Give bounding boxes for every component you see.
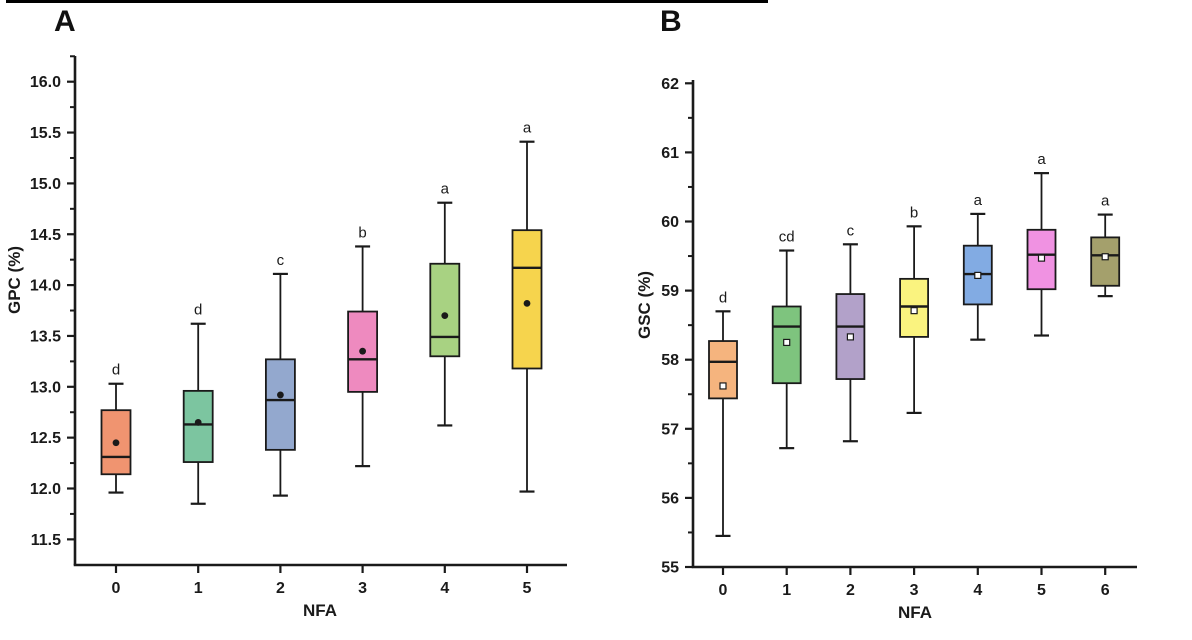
significance-letter: b bbox=[358, 224, 366, 241]
significance-letter: a bbox=[523, 120, 532, 137]
x-tick-label: 3 bbox=[358, 580, 367, 597]
mean-marker-square-icon bbox=[974, 271, 982, 279]
y-tick-label: 56 bbox=[661, 490, 679, 507]
y-tick-label: 11.5 bbox=[31, 532, 61, 549]
box-rect bbox=[511, 229, 543, 370]
figure-top-border bbox=[6, 0, 768, 3]
y-tick-label: 61 bbox=[661, 145, 679, 162]
y-tick-label: 15.5 bbox=[30, 125, 61, 142]
y-tick-label: 62 bbox=[661, 76, 679, 93]
significance-letter: d bbox=[112, 362, 120, 379]
y-axis-title: GPC (%) bbox=[5, 246, 24, 314]
significance-letter: cd bbox=[779, 229, 795, 246]
mean-marker-circle-icon bbox=[441, 312, 449, 320]
significance-letter: a bbox=[974, 192, 983, 209]
mean-marker-circle-icon bbox=[359, 347, 366, 355]
y-tick-label: 55 bbox=[661, 560, 679, 577]
significance-letter: b bbox=[910, 204, 918, 221]
y-tick-label: 59 bbox=[661, 283, 679, 300]
x-tick-label: 5 bbox=[1037, 582, 1046, 599]
x-tick-label: 3 bbox=[910, 582, 919, 599]
y-tick-label: 14.5 bbox=[30, 227, 61, 244]
x-tick-label: 4 bbox=[973, 582, 982, 599]
y-tick-label: 58 bbox=[661, 352, 679, 369]
y-tick-label: 60 bbox=[661, 214, 679, 231]
significance-letter: c bbox=[847, 222, 855, 239]
y-tick-label: 12.5 bbox=[30, 430, 61, 447]
mean-marker-circle-icon bbox=[523, 300, 531, 307]
significance-letter: c bbox=[277, 252, 285, 269]
box-rect bbox=[264, 358, 296, 451]
y-tick-label: 13.5 bbox=[30, 328, 61, 345]
y-tick-label: 16.0 bbox=[30, 74, 61, 91]
significance-letter: a bbox=[441, 181, 450, 198]
x-tick-label: 0 bbox=[112, 580, 121, 597]
box-rect bbox=[182, 389, 214, 463]
x-tick-label: 6 bbox=[1101, 582, 1110, 599]
box-rect bbox=[1090, 236, 1121, 287]
panel-b-letter: B bbox=[660, 5, 682, 38]
panel-a: A 11.5 12.0 12.5 13.0 13.5 14.0 14.5 15.0 15.5 16… bbox=[5, 5, 567, 620]
x-tick-label: 4 bbox=[440, 580, 449, 597]
significance-letter: a bbox=[1037, 151, 1046, 168]
x-tick-label: 2 bbox=[846, 582, 855, 599]
y-axis-title: GSC (%) bbox=[635, 271, 654, 339]
y-tick-label: 14.0 bbox=[30, 278, 61, 295]
x-axis-title: NFA bbox=[303, 601, 337, 620]
x-tick-label: 1 bbox=[782, 582, 791, 599]
panel-b: B 55 56 57 58 59 60 61 62 0 1 2 3 4 5 6 GSC (%) NFA d cd c b… bbox=[596, 0, 1192, 640]
mean-marker-circle-icon bbox=[112, 439, 120, 447]
mean-marker-square-icon bbox=[719, 382, 727, 390]
x-tick-label: 0 bbox=[719, 582, 728, 599]
box-rect bbox=[708, 340, 738, 400]
significance-letter: d bbox=[194, 302, 202, 319]
mean-marker-square-icon bbox=[910, 307, 918, 315]
mean-marker-square-icon bbox=[1101, 253, 1109, 261]
y-tick-label: 13.0 bbox=[30, 379, 61, 396]
panel-a-letter: A bbox=[54, 5, 76, 38]
x-tick-label: 2 bbox=[276, 580, 285, 597]
mean-marker-square-icon bbox=[783, 338, 791, 347]
mean-marker-square-icon bbox=[846, 333, 854, 341]
panel-a-plot: 11.5 12.0 12.5 13.0 13.5 14.0 14.5 15.0 15.5 16.0… bbox=[5, 55, 567, 620]
significance-letter: d bbox=[719, 289, 727, 306]
mean-marker-circle-icon bbox=[194, 418, 202, 426]
y-tick-label: 15.0 bbox=[30, 176, 61, 193]
x-axis-title: NFA bbox=[898, 603, 932, 622]
mean-marker-square-icon bbox=[1037, 254, 1046, 262]
x-tick-label: 1 bbox=[194, 580, 203, 597]
significance-letter: a bbox=[1101, 193, 1110, 210]
x-tick-label: 5 bbox=[523, 580, 532, 597]
mean-marker-circle-icon bbox=[277, 391, 284, 399]
y-tick-label: 57 bbox=[661, 421, 679, 438]
y-tick-label: 12.0 bbox=[30, 481, 61, 498]
box-rect bbox=[429, 262, 461, 358]
